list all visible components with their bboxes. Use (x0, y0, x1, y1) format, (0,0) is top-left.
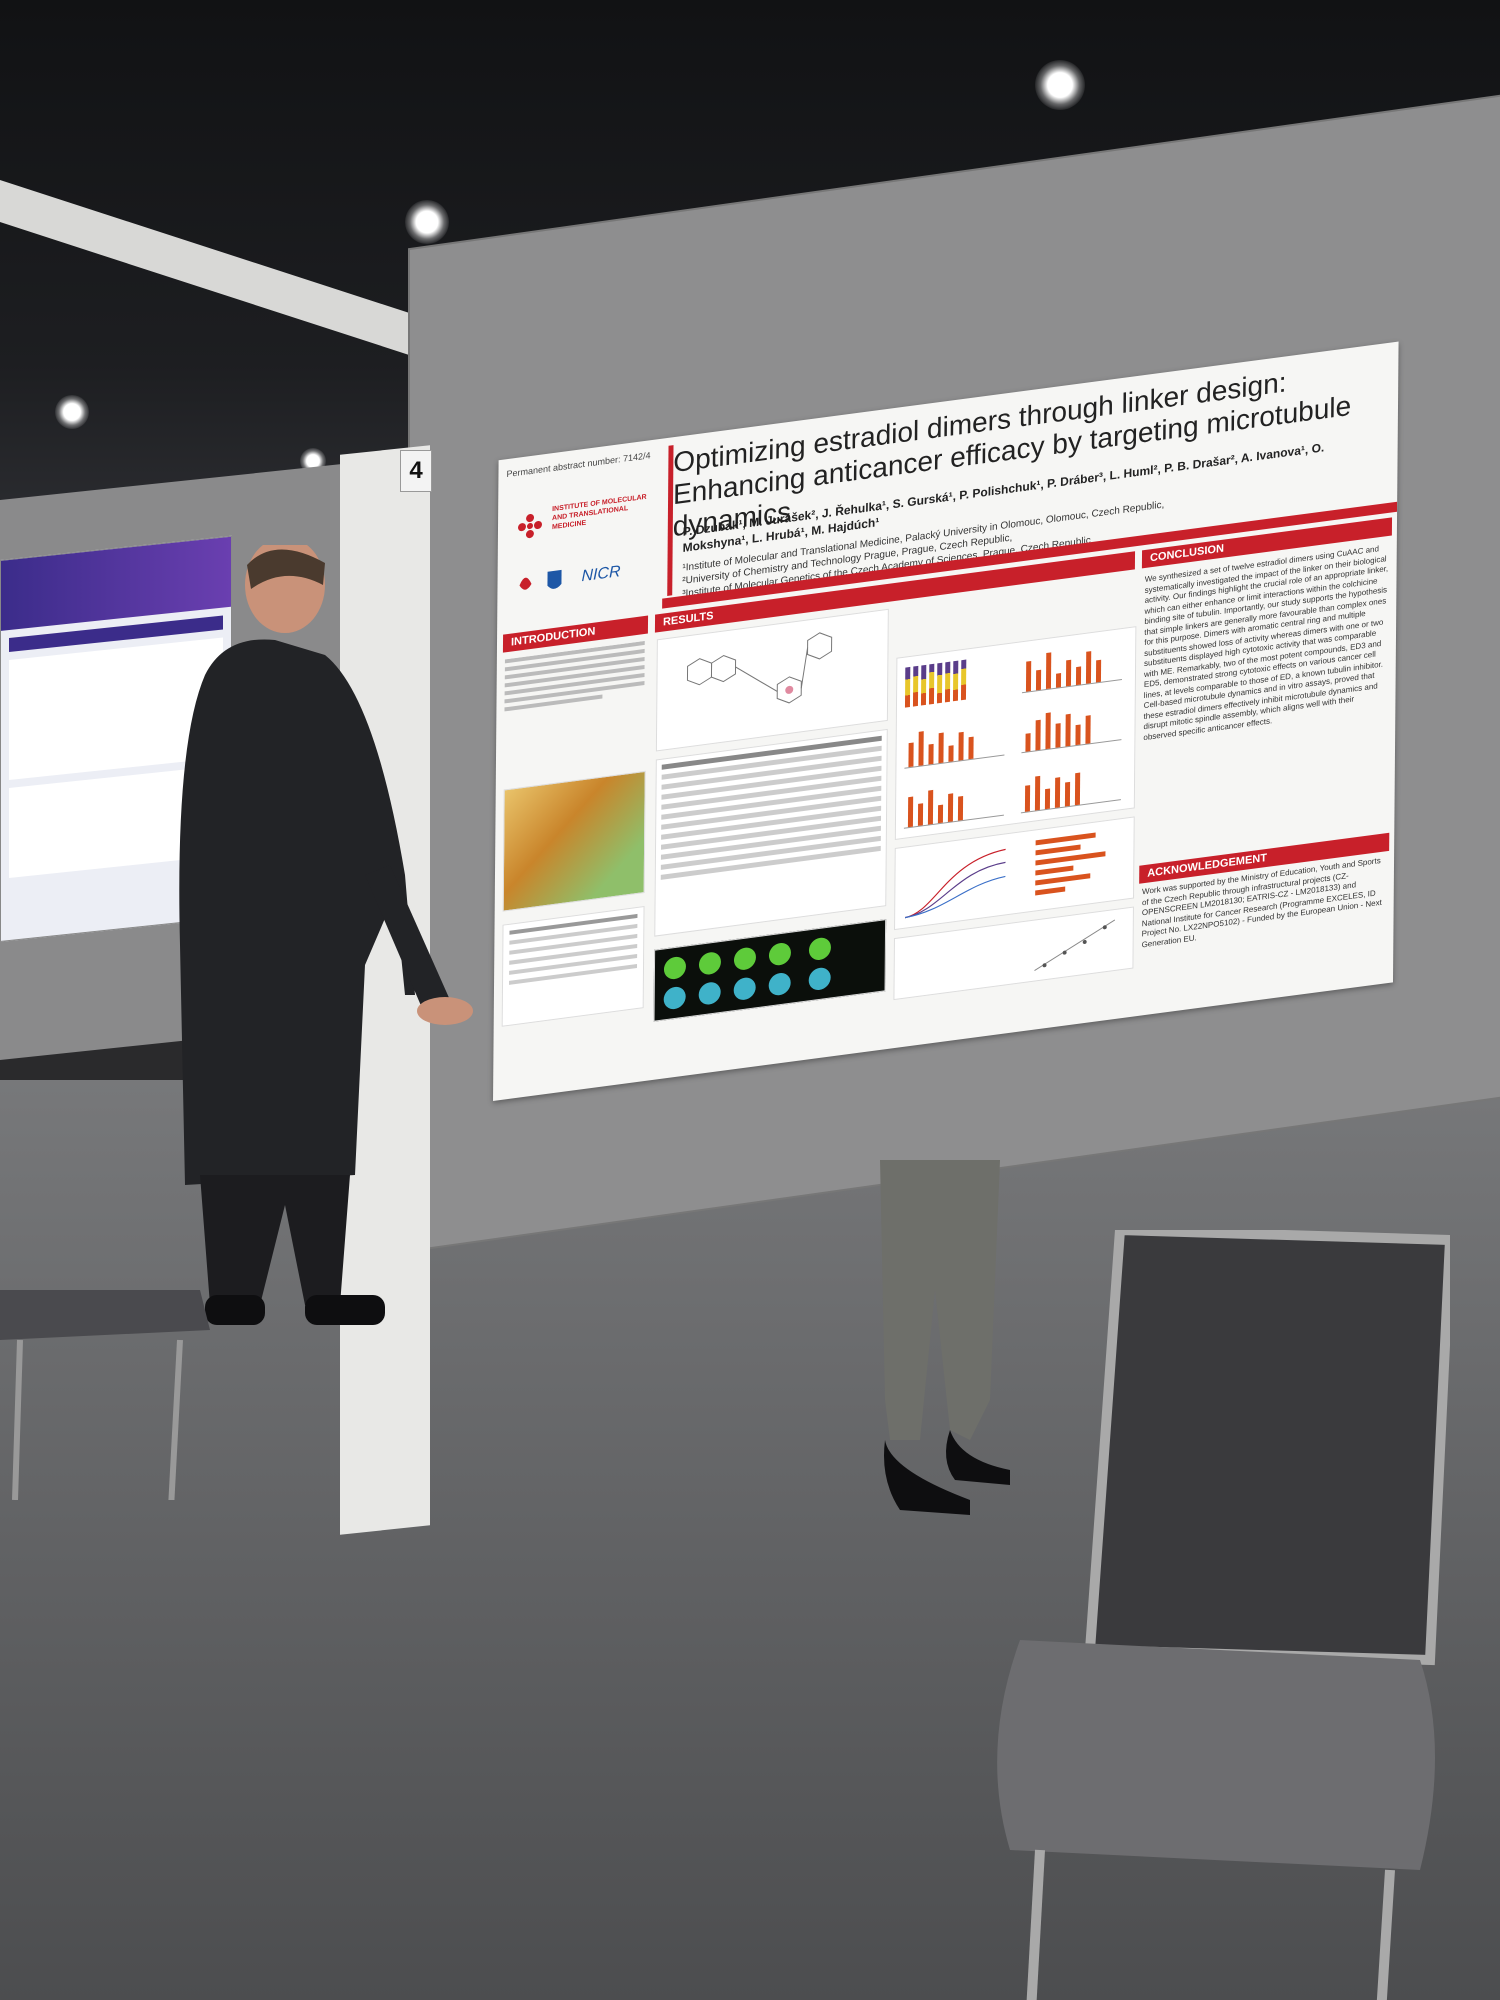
chart-bar (957, 795, 964, 821)
chart-bar (944, 661, 951, 703)
stacked-bar-chart (904, 654, 1005, 708)
research-poster: Permanent abstract number: 7142/4 Optimi… (493, 341, 1399, 1101)
chart-bar (1074, 772, 1081, 806)
seat (0, 1290, 210, 1340)
chart-bar (947, 793, 954, 822)
chart-bar (1064, 781, 1071, 807)
chart-bar (1095, 659, 1102, 683)
hair (247, 549, 325, 589)
microscopy-figure (653, 919, 887, 1022)
chair-leg (1376, 1869, 1395, 2000)
ceiling-light (55, 395, 89, 429)
institute-logo: NICR INSTITUTE OF MOLECULAR AND TRANSLAT… (509, 479, 660, 609)
chart-bar (907, 796, 914, 828)
chart-bar (1085, 651, 1092, 684)
hand (417, 997, 473, 1025)
man-viewing-poster (179, 545, 473, 1325)
imtm-logo-icon: NICR (517, 514, 621, 590)
arm (365, 865, 450, 1015)
chart-bar (1045, 712, 1051, 750)
ceiling-light (405, 200, 449, 244)
chart-bar (1075, 666, 1082, 686)
patterned-trousers (880, 1160, 1000, 1440)
chart-bar (1045, 652, 1052, 690)
chart-bar (1035, 719, 1041, 751)
chart-bar (1034, 775, 1041, 811)
polymerization-figure (894, 816, 1135, 931)
chart-bar (928, 743, 934, 765)
left-shoe (205, 1295, 265, 1325)
chart-bar (952, 660, 959, 702)
chart-bar (1055, 723, 1061, 748)
chart-bar (1075, 724, 1081, 746)
chart-bar (938, 732, 944, 764)
background-person-legs (880, 1160, 1010, 1515)
cell-cycle-charts (894, 626, 1137, 840)
introduction-text-block (504, 640, 645, 780)
abstract-number: Permanent abstract number: 7142/4 (506, 450, 651, 480)
right-shoe (305, 1295, 385, 1325)
polymerization-curves-icon (905, 832, 1106, 919)
conclusion-text: We synthesized a set of twelve estradiol… (1143, 544, 1389, 742)
jacket (179, 639, 415, 1185)
orange-bar-chart (1021, 699, 1122, 754)
microscopy-cells-icon (663, 937, 831, 1010)
chart-bar (968, 736, 974, 760)
orange-bar-chart (1020, 759, 1122, 814)
ceiling-light (1035, 60, 1085, 110)
chart-bar (1024, 785, 1031, 812)
orange-bar-chart (1021, 638, 1123, 694)
chair-back (1084, 1230, 1450, 1666)
right-chair (997, 1230, 1450, 2000)
docking-figure (502, 770, 646, 912)
chart-bar (908, 742, 914, 768)
cytotoxicity-table (654, 728, 888, 937)
orange-bar-chart (903, 774, 1005, 829)
loafer (946, 1430, 1010, 1485)
chair-seat (997, 1640, 1435, 1870)
booth-number-tag: 4 (400, 450, 432, 492)
chart-bar (927, 789, 934, 825)
chart-bar (937, 804, 944, 824)
left-chair (0, 1290, 210, 1500)
chart-bar (928, 663, 935, 705)
chart-bar (958, 731, 964, 761)
chair-leg (1026, 1849, 1045, 2000)
chart-bar (1025, 660, 1032, 692)
orange-bar-chart (904, 714, 1005, 769)
chart-bar (912, 665, 919, 707)
chart-bar (960, 659, 967, 701)
chart-bar (918, 731, 924, 766)
svg-text:NICR: NICR (581, 562, 621, 585)
chart-bar (1035, 669, 1042, 691)
trousers (200, 1175, 350, 1305)
chart-bar (1065, 659, 1072, 687)
chart-bar (917, 803, 924, 826)
chart-bar (1025, 733, 1031, 752)
chart-bar (1044, 788, 1051, 810)
poster-wrapper: Permanent abstract number: 7142/4 Optimi… (493, 181, 1400, 1101)
regression-figure (893, 906, 1134, 1001)
scatter-plot-icon (1034, 919, 1116, 971)
binding-energy-table (501, 905, 645, 1027)
chart-bar (1055, 673, 1062, 688)
loafer (884, 1440, 970, 1515)
chart-bar (904, 666, 911, 708)
structure-figure (655, 608, 889, 752)
chart-bar (948, 745, 954, 762)
chart-bar (1054, 777, 1061, 808)
chemical-structure-icon (686, 632, 833, 704)
chart-bar (1085, 715, 1091, 744)
chart-bar (936, 662, 943, 704)
chart-bar (1065, 713, 1071, 747)
chair-leg (168, 1339, 183, 1500)
chair-leg (12, 1339, 23, 1500)
chart-bar (920, 664, 927, 706)
